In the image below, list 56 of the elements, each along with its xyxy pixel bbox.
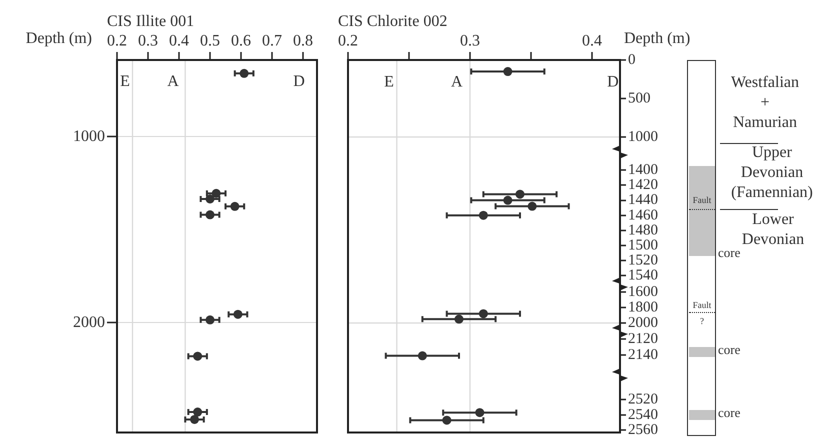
annotation: D — [607, 73, 619, 90]
y-tick-label: 1600 — [628, 284, 658, 300]
point — [528, 202, 537, 211]
x-tick-label: 0.2 — [107, 32, 127, 50]
annotation: D — [293, 73, 305, 90]
stratigraphic-column: Westfalian + Namurian Upper Devonian (Famennian) Lower Devonian core core core Fault Fault ? — [686, 59, 813, 437]
annotation: A — [167, 73, 180, 90]
x-tick-label: 0.4 — [169, 32, 190, 50]
y-tick-label: 1420 — [628, 177, 658, 194]
point — [193, 408, 202, 417]
y-tick-label: 2140 — [628, 346, 658, 363]
y-tick-label: 1000 — [628, 128, 658, 145]
annotation: E — [120, 73, 130, 90]
y-axis-title: Depth (m) — [26, 30, 92, 48]
x-axis-title: CIS Chlorite 002 — [338, 13, 448, 30]
x-tick-label: 0.6 — [231, 32, 252, 50]
annotation: A — [451, 73, 464, 90]
x-tick-label: 0.5 — [200, 32, 220, 50]
point — [230, 202, 240, 211]
point — [515, 190, 524, 199]
y-tick-label: 1520 — [628, 252, 658, 269]
y-tick-label: 1800 — [628, 299, 658, 316]
x-tick-label: 0.8 — [293, 32, 314, 50]
point — [503, 196, 512, 205]
point — [206, 315, 215, 324]
x-axis-title: CIS Illite 001 — [107, 13, 194, 30]
x-tick-label: 0.3 — [138, 32, 158, 50]
y-tick-label: 2120 — [628, 330, 658, 347]
y-tick-label: 2540 — [628, 406, 658, 423]
y-tick-label: 1400 — [628, 162, 658, 178]
y-axis-title: Depth (m) — [624, 30, 690, 48]
y-tick-label: 2560 — [628, 422, 658, 437]
x-tick-label: 0.3 — [460, 32, 480, 50]
y-tick-label: 2000 — [73, 314, 105, 331]
y-tick-label: 1000 — [73, 128, 105, 145]
y-tick-label: 0 — [628, 52, 636, 68]
x-tick-label: 0.2 — [338, 32, 358, 50]
x-tick-label: 0.4 — [582, 32, 602, 50]
y-tick-label: 1540 — [628, 268, 658, 284]
point — [206, 194, 215, 204]
y-tick-label: 1480 — [628, 222, 658, 238]
y-tick-label: 1500 — [628, 237, 658, 254]
point — [233, 310, 242, 319]
point — [478, 210, 488, 220]
point — [193, 352, 202, 361]
point — [240, 68, 249, 78]
y-tick-label: 2000 — [628, 314, 658, 331]
point — [212, 188, 221, 198]
y-tick-label: 2520 — [628, 391, 658, 408]
y-tick-label: 500 — [628, 90, 650, 106]
point — [206, 210, 215, 220]
point — [190, 414, 200, 424]
annotation: E — [384, 73, 394, 90]
x-tick-label: 0.7 — [262, 32, 282, 50]
y-tick-label: 1440 — [628, 192, 658, 208]
y-tick-label: 1460 — [628, 207, 658, 224]
